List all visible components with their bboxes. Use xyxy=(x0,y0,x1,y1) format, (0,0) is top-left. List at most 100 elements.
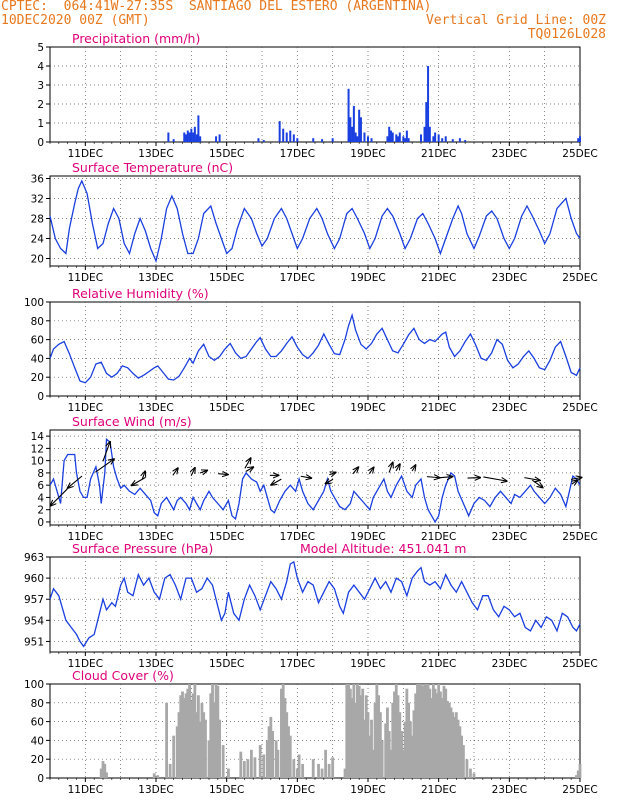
cloud-bar xyxy=(440,698,444,778)
cloud-xtick-label: 11DEC xyxy=(68,784,103,796)
cloud-bar xyxy=(465,759,469,778)
wind-xtick-label: 13DEC xyxy=(138,531,173,543)
cloud-bar xyxy=(364,695,368,778)
cloud-bar xyxy=(242,761,246,778)
precip-bar xyxy=(289,130,292,142)
rh-frame xyxy=(49,301,581,397)
pressure-ytick-label: 951 xyxy=(24,636,44,648)
precip-bar xyxy=(458,138,461,142)
cloud-bar xyxy=(375,684,379,778)
cloud-bar xyxy=(394,684,398,778)
cloud-bar xyxy=(320,768,324,778)
cloud-bar xyxy=(221,745,225,778)
cloud-xtick-label: 21DEC xyxy=(421,784,456,796)
wind-vector xyxy=(396,464,400,472)
header-grid-note: Vertical Grid Line: 00Z xyxy=(425,13,606,28)
rh-xtick-label: 23DEC xyxy=(492,402,527,414)
wind-xtick-label: 25DEC xyxy=(562,531,597,543)
precip-bar xyxy=(579,136,581,142)
precip-bar xyxy=(199,136,202,142)
cloud-bar xyxy=(285,712,289,778)
cloud-bar xyxy=(239,751,243,778)
pressure-annotation: Model Altitude: 451.041 m xyxy=(300,541,466,556)
precip-bar xyxy=(197,115,200,142)
cloud-bar xyxy=(439,691,442,778)
cloud-ytick-label: 100 xyxy=(24,679,44,691)
cloud-bar xyxy=(366,712,370,778)
precip-bar xyxy=(407,138,410,142)
temp-xtick-label: 15DEC xyxy=(209,272,244,284)
cloud-xtick-label: 13DEC xyxy=(138,784,173,796)
wind-vector xyxy=(483,476,507,481)
cloud-bar xyxy=(276,749,280,778)
precip-bar xyxy=(444,136,447,142)
cloud-bar xyxy=(368,735,372,778)
precip-bar xyxy=(388,126,391,142)
temp-xtick-label: 23DEC xyxy=(492,272,527,284)
wind-vector xyxy=(426,477,440,478)
precip-bar xyxy=(367,136,369,142)
cloud-bar xyxy=(216,685,220,778)
rh-xtick-label: 17DEC xyxy=(280,402,315,414)
cloud-ytick-label: 80 xyxy=(31,698,44,710)
temp-ytick-label: 20 xyxy=(31,254,44,266)
precip-bar xyxy=(363,132,366,142)
wind-vector xyxy=(95,459,114,473)
cloud-bar xyxy=(437,684,441,778)
wind-vector xyxy=(244,458,251,469)
precip-xtick-label: 21DEC xyxy=(421,148,456,160)
precip-bar xyxy=(285,132,288,142)
cloud-bar xyxy=(428,688,432,778)
wind-vector xyxy=(245,467,254,472)
precip-title: Precipitation (mm/h) xyxy=(72,31,200,46)
temp-ytick-label: 24 xyxy=(31,234,45,246)
cloud-bar xyxy=(212,702,216,778)
temp-xtick-label: 13DEC xyxy=(138,272,173,284)
pressure-frame xyxy=(49,556,581,653)
precip-bar xyxy=(577,138,580,142)
cloud-bar xyxy=(295,768,299,778)
precip-bar xyxy=(420,134,422,142)
pressure-ytick-label: 963 xyxy=(24,552,44,564)
header-station: CPTEC: 064:41W-27:35S SANTIAGO DEL ESTER… xyxy=(1,0,432,14)
cloud-bar xyxy=(359,695,363,778)
cloud-bar xyxy=(419,684,423,778)
cloud-bar xyxy=(195,712,199,778)
precip-bar xyxy=(464,140,467,142)
cloud-bar xyxy=(262,754,266,778)
wind-vector xyxy=(412,465,416,471)
precip-bar xyxy=(359,117,362,142)
wind-xtick-label: 17DEC xyxy=(280,531,315,543)
cloud-bar xyxy=(446,700,449,778)
wind-vector xyxy=(389,462,393,473)
rh-ytick-label: 20 xyxy=(31,372,44,384)
precip-bar xyxy=(347,88,350,142)
cloud-bar xyxy=(156,775,160,778)
precip-bar xyxy=(425,102,428,142)
precip-bar xyxy=(195,134,198,142)
cloud-bar xyxy=(352,684,356,778)
cloud-bar xyxy=(424,684,428,778)
cloud-bar xyxy=(191,693,195,778)
wind-vector xyxy=(352,467,359,475)
cloud-bar xyxy=(172,735,176,778)
cloud-bar xyxy=(287,726,290,778)
cloud-bar xyxy=(370,719,373,778)
precip-bar xyxy=(185,134,188,142)
precip-bar xyxy=(278,121,281,142)
rh-xtick-label: 13DEC xyxy=(138,402,173,414)
precip-bar xyxy=(351,126,354,142)
cloud-bar xyxy=(393,691,396,778)
wind-vector xyxy=(50,488,68,506)
rh-ytick-label: 0 xyxy=(37,391,44,403)
cloud-bar xyxy=(391,702,395,778)
cloud-bar xyxy=(423,684,426,778)
cloud-bar xyxy=(258,745,262,778)
cloud-bar xyxy=(197,695,200,778)
cloud-bar xyxy=(179,695,183,778)
pressure-ytick-label: 960 xyxy=(24,573,44,585)
precip-bar xyxy=(352,105,355,142)
pressure-xtick-label: 25DEC xyxy=(562,658,597,670)
pressure-xtick-label: 21DEC xyxy=(421,658,456,670)
pressure-xtick-label: 11DEC xyxy=(68,658,103,670)
